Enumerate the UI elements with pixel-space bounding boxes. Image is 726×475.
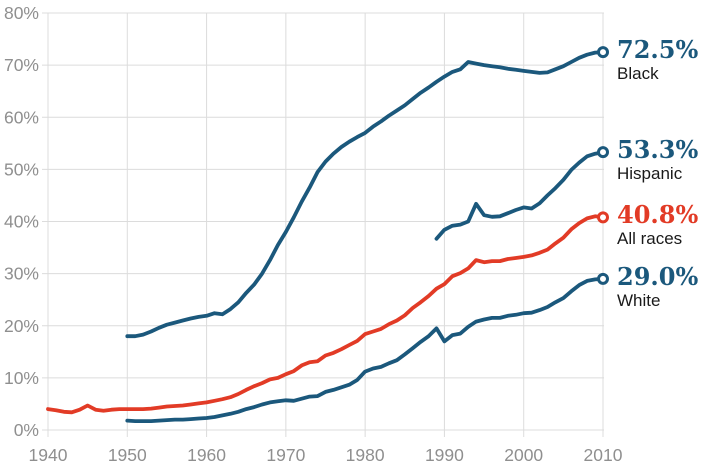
series-line-hispanic	[434, 150, 605, 241]
x-axis-tick-label-1950: 1950	[108, 445, 147, 465]
series-line-all-races	[46, 214, 605, 415]
y-axis-tick-label-40: 40%	[4, 212, 39, 232]
x-axis-tick-label-1980: 1980	[346, 445, 385, 465]
series-line-white	[125, 276, 605, 423]
series-line-black	[125, 50, 605, 339]
series-value-white: 29.0%	[617, 261, 699, 291]
x-axis-tick-label-1990: 1990	[425, 445, 464, 465]
series-name-black: Black	[617, 64, 659, 84]
x-axis-tick-label-2010: 2010	[584, 445, 623, 465]
y-axis-tick-label-0: 0%	[14, 420, 39, 440]
y-axis-tick-label-60: 60%	[4, 107, 39, 127]
series-value-hispanic: 53.3%	[617, 135, 699, 165]
x-axis-tick-label-1960: 1960	[187, 445, 226, 465]
series-name-hispanic: Hispanic	[617, 164, 683, 184]
series-endpoint-black	[597, 46, 609, 59]
series-name-white: White	[617, 290, 661, 310]
series-value-all-races: 40.8%	[617, 200, 699, 230]
x-axis-tick-label-1970: 1970	[266, 445, 305, 465]
series-name-all-races: All races	[617, 229, 683, 249]
series-label-white: 29.0% White	[617, 261, 725, 310]
y-axis-tick-label-50: 50%	[4, 159, 39, 179]
series-label-black: 72.5% Black	[617, 35, 725, 84]
series-endpoint-white	[597, 272, 609, 285]
y-axis-tick-label-20: 20%	[4, 316, 39, 336]
x-axis-tick-label-2000: 2000	[504, 445, 543, 465]
series-endpoint-all-races	[597, 211, 609, 224]
y-axis-tick-label-10: 10%	[4, 368, 39, 388]
series-value-black: 72.5%	[617, 35, 699, 65]
series-label-all-races: 40.8% All races	[617, 200, 725, 249]
y-axis-tick-label-70: 70%	[4, 55, 39, 75]
y-axis-tick-label-80: 80%	[4, 3, 39, 23]
x-axis-tick-label-1940: 1940	[29, 445, 68, 465]
y-axis-tick-label-30: 30%	[4, 264, 39, 284]
series-label-hispanic: 53.3% Hispanic	[617, 135, 725, 184]
series-endpoint-hispanic	[597, 146, 609, 159]
